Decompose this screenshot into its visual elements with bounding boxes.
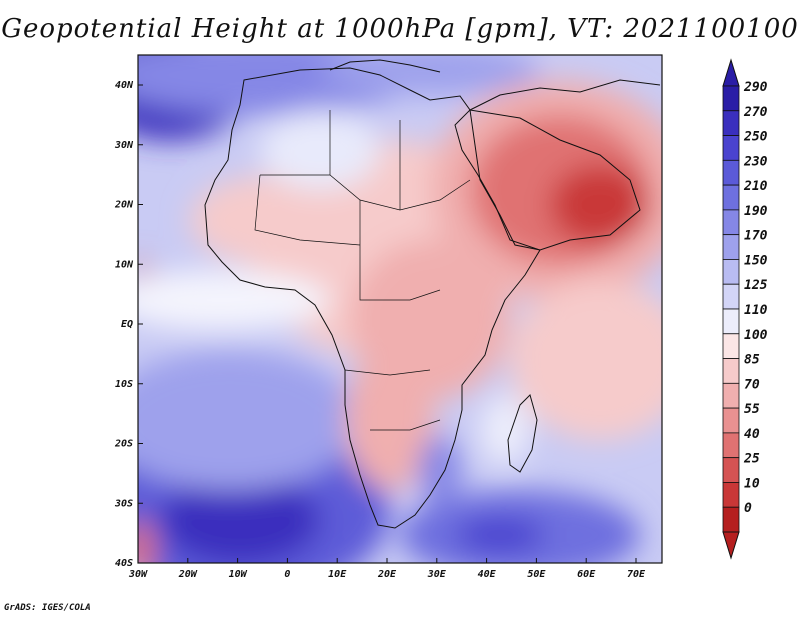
- colorbar-label: 210: [743, 179, 768, 194]
- lon-label: 30W: [128, 569, 148, 580]
- colorbar-swatch: [722, 135, 740, 161]
- colorbar-label: 250: [743, 130, 768, 145]
- lat-label: EQ: [121, 319, 133, 330]
- colorbar-swatch: [722, 407, 740, 434]
- lon-label: 20E: [377, 569, 397, 580]
- lat-label: 10N: [115, 259, 134, 270]
- colorbar-label: 125: [744, 278, 768, 293]
- lat-label: 20N: [114, 200, 134, 211]
- colorbar-swatch: [722, 358, 740, 384]
- country-borders: [254, 110, 471, 431]
- colorbar-swatch: [722, 209, 740, 236]
- colorbar-label: 40: [744, 427, 760, 442]
- colorbar-swatch: [722, 283, 740, 310]
- colorbar-swatch: [722, 110, 740, 136]
- lat-label: 20S: [114, 439, 133, 450]
- lon-label: 60E: [577, 569, 596, 580]
- lon-label: 10E: [328, 569, 347, 580]
- colorbar-arrow-bottom: [722, 531, 740, 560]
- colorbar-label: 290: [743, 80, 768, 95]
- colorbar-label: 190: [744, 204, 768, 219]
- lon-label: 20W: [178, 569, 198, 580]
- colorbar-label: 85: [744, 353, 760, 368]
- latitude-axis: 40N 30N 20N 10N EQ 10S 20S 30S 40S: [114, 80, 143, 569]
- colorbar-swatch: [722, 382, 740, 409]
- colorbar-swatch: [722, 308, 740, 335]
- lat-label: 30S: [114, 498, 133, 509]
- colorbar-swatch: [722, 234, 740, 260]
- colorbar-swatch: [722, 506, 740, 533]
- lon-label: 30E: [427, 569, 447, 580]
- colorbar-label: 10: [744, 476, 760, 491]
- colorbar-swatch: [722, 482, 740, 508]
- colorbar-swatch: [722, 333, 740, 359]
- colorbar-label: 25: [743, 452, 760, 467]
- colorbar-label: 170: [744, 229, 768, 244]
- lon-label: 10W: [229, 569, 248, 580]
- colorbar-arrow-top: [722, 58, 740, 87]
- colorbar-swatch: [722, 432, 740, 459]
- colorbar-swatch: [722, 159, 740, 186]
- chart-title: Geopotential Height at 1000hPa [gpm], VT…: [1, 14, 799, 44]
- lon-label: 40E: [478, 569, 497, 580]
- longitude-axis: 30W 20W 10W 0 10E 20E 30E 40E 50E 60E 70E: [128, 558, 646, 580]
- colorbar-label: 0: [744, 501, 752, 516]
- colorbar-label: 270: [743, 105, 768, 120]
- colorbar-label: 150: [744, 253, 768, 268]
- colorbar-label: 55: [744, 402, 760, 417]
- colorbar-swatch: [722, 457, 740, 483]
- colorbar-swatch: [722, 259, 740, 285]
- colorbar-label: 110: [744, 303, 768, 318]
- lat-label: 10S: [115, 379, 133, 390]
- plot-frame: [137, 54, 663, 564]
- lon-label: 0: [284, 569, 290, 580]
- colorbar: 2902702502302101901701501251101008570554…: [722, 58, 768, 560]
- coastlines: [204, 59, 661, 529]
- colorbar-label: 100: [744, 328, 768, 343]
- lon-label: 70E: [627, 569, 646, 580]
- lat-label: 40N: [115, 80, 134, 91]
- lat-label: 30N: [114, 140, 134, 151]
- lon-label: 50E: [527, 569, 546, 580]
- colorbar-swatch: [722, 85, 740, 112]
- contour-field: [138, 55, 662, 563]
- colorbar-label: 230: [743, 154, 768, 169]
- grads-credit: GrADS: IGES/COLA: [4, 603, 91, 613]
- lat-label: 40S: [115, 558, 133, 569]
- colorbar-swatch: [722, 184, 740, 211]
- colorbar-label: 70: [744, 377, 760, 392]
